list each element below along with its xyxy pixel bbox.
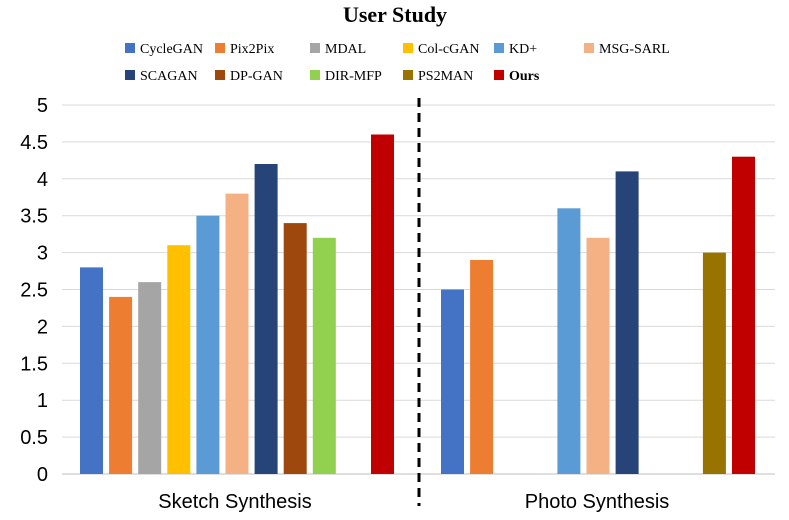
y-tick-label: 1.5: [20, 353, 48, 375]
legend-swatch: [215, 70, 225, 80]
y-axis-ticks: 0 0.5 1 1.5 2 2.5 3 3.5 4 4.5 5: [20, 95, 48, 486]
legend-item: Ours: [494, 69, 540, 84]
legend-swatch: [584, 43, 594, 53]
bar-pix2pix-sketch: [109, 296, 133, 474]
bars: [80, 134, 755, 475]
legend-item: DP-GAN: [215, 69, 283, 84]
legend-item: CycleGAN: [125, 42, 203, 57]
x-axis-categories: Sketch Synthesis Photo Synthesis: [158, 491, 669, 513]
y-tick-label: 5: [37, 95, 48, 117]
legend-item: DIR-MFP: [310, 69, 382, 84]
bar-scagan-photo: [615, 171, 639, 474]
bar-ours-photo: [732, 156, 755, 474]
legend-label: Col-cGAN: [418, 42, 479, 57]
legend-label: DP-GAN: [230, 69, 283, 84]
x-category-label: Photo Synthesis: [525, 491, 670, 513]
bar-dp-gan-sketch: [283, 223, 307, 474]
bar-kd--sketch: [196, 215, 220, 474]
legend-swatch: [125, 43, 135, 53]
legend: CycleGAN Pix2Pix MDAL Col-cGAN KD+ MSG-SARL SC…: [125, 42, 670, 84]
bar-msg-sarl-photo: [586, 237, 610, 474]
bar-pix2pix-photo: [470, 260, 494, 474]
legend-item: Pix2Pix: [215, 42, 274, 57]
bar-kd--photo: [557, 208, 581, 475]
legend-item: KD+: [494, 42, 537, 57]
bar-dir-mfp-sketch: [312, 237, 336, 474]
legend-swatch: [310, 43, 320, 53]
y-tick-label: 2: [37, 316, 48, 338]
legend-item: MSG-SARL: [584, 42, 670, 57]
legend-item: Col-cGAN: [403, 42, 479, 57]
legend-swatch: [494, 70, 504, 80]
legend-label: KD+: [509, 42, 537, 57]
y-tick-label: 0: [37, 464, 48, 486]
y-tick-label: 4: [37, 169, 48, 191]
bar-cyclegan-sketch: [80, 267, 103, 474]
bar-col-cgan-sketch: [167, 245, 191, 474]
bar-ps2man-photo: [702, 252, 726, 474]
legend-label: MSG-SARL: [599, 42, 670, 57]
legend-item: SCAGAN: [125, 69, 198, 84]
bar-scagan-sketch: [254, 164, 278, 474]
y-tick-label: 2.5: [20, 280, 48, 302]
legend-label: SCAGAN: [140, 69, 198, 84]
bar-msg-sarl-sketch: [225, 193, 249, 474]
y-tick-label: 3: [37, 243, 48, 265]
legend-label: CycleGAN: [140, 42, 203, 57]
legend-swatch: [403, 70, 413, 80]
legend-label: Pix2Pix: [230, 42, 274, 57]
legend-item: MDAL: [310, 42, 366, 57]
legend-swatch: [310, 70, 320, 80]
bar-ours-sketch: [371, 134, 394, 474]
legend-label: Ours: [509, 69, 540, 84]
legend-label: PS2MAN: [418, 69, 473, 84]
y-tick-label: 1: [37, 390, 48, 412]
legend-swatch: [403, 43, 413, 53]
legend-label: DIR-MFP: [325, 69, 382, 84]
bar-cyclegan-photo: [441, 289, 464, 474]
chart-title: User Study: [343, 2, 447, 27]
legend-item: PS2MAN: [403, 69, 473, 84]
y-tick-label: 4.5: [20, 132, 48, 154]
y-tick-label: 0.5: [20, 427, 48, 449]
x-category-label: Sketch Synthesis: [158, 491, 311, 513]
legend-label: MDAL: [325, 42, 366, 57]
bar-mdal-sketch: [138, 282, 162, 474]
legend-swatch: [125, 70, 135, 80]
y-tick-label: 3.5: [20, 206, 48, 228]
legend-swatch: [215, 43, 225, 53]
legend-swatch: [494, 43, 504, 53]
